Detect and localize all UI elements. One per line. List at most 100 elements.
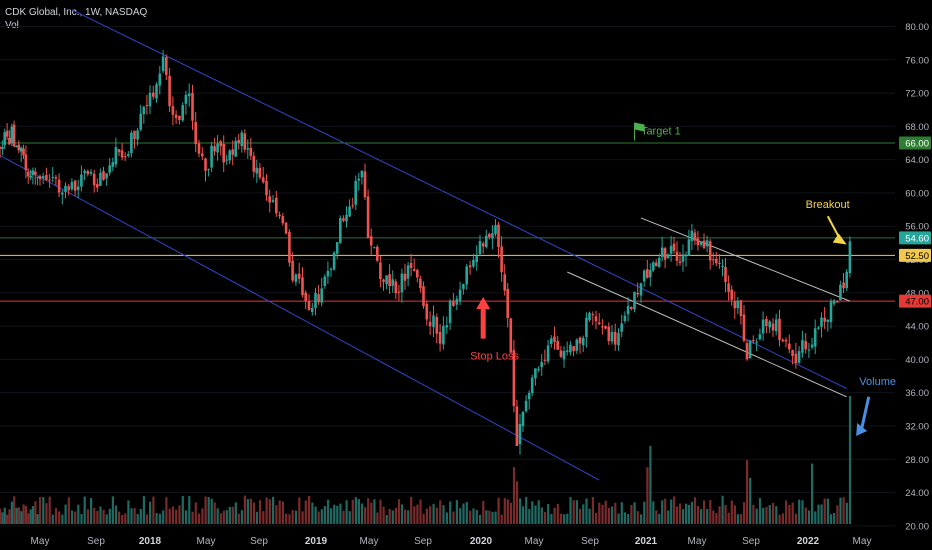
candle bbox=[702, 233, 706, 250]
y-tick-label: 68.00 bbox=[905, 122, 929, 133]
volume-bar bbox=[149, 501, 152, 524]
volume-bar bbox=[503, 498, 506, 524]
candle-body bbox=[465, 266, 468, 285]
candle bbox=[696, 231, 700, 251]
candle-body bbox=[559, 350, 563, 357]
volume-bar bbox=[712, 510, 715, 524]
candle bbox=[210, 141, 213, 172]
candle-body bbox=[320, 288, 323, 303]
volume-bar bbox=[367, 498, 370, 524]
candle-body bbox=[794, 353, 798, 363]
candle bbox=[675, 241, 679, 266]
volume-bar bbox=[566, 513, 569, 524]
volume-bar bbox=[620, 502, 623, 524]
volume-bar bbox=[752, 504, 755, 524]
candle-body bbox=[213, 146, 216, 152]
candle bbox=[216, 135, 219, 161]
candle bbox=[610, 325, 614, 345]
candle bbox=[829, 298, 833, 329]
volume-bar bbox=[762, 507, 765, 524]
volume-bar bbox=[61, 514, 64, 524]
candle-body bbox=[210, 145, 213, 168]
volume-bar bbox=[531, 501, 534, 524]
candle bbox=[397, 284, 401, 301]
candle bbox=[57, 173, 61, 198]
volume-bar bbox=[765, 506, 768, 524]
x-tick-label: May bbox=[31, 536, 50, 547]
volume-bar bbox=[51, 514, 54, 524]
candle-body bbox=[801, 340, 804, 353]
candle-body bbox=[804, 341, 807, 350]
volume-bar bbox=[391, 510, 394, 524]
candle-body bbox=[234, 140, 237, 157]
volume-bar bbox=[400, 504, 404, 524]
candle-body bbox=[394, 281, 398, 294]
x-tick-label: May bbox=[360, 536, 379, 547]
candle-body bbox=[357, 178, 361, 181]
candle-body bbox=[607, 326, 611, 342]
candle-body bbox=[225, 159, 228, 161]
candle bbox=[761, 311, 765, 341]
candle-body bbox=[672, 243, 676, 251]
y-tick-label: 56.00 bbox=[905, 222, 929, 233]
candle-body bbox=[509, 318, 513, 353]
volume-bar bbox=[778, 514, 781, 524]
volume-bar bbox=[67, 497, 70, 524]
volume-bar bbox=[826, 498, 829, 524]
volume-bar bbox=[772, 502, 775, 524]
candle-body bbox=[642, 270, 646, 282]
volume-bar bbox=[20, 511, 23, 524]
candle-body bbox=[281, 216, 285, 224]
volume-bar bbox=[422, 513, 425, 524]
candle bbox=[234, 137, 237, 157]
volume-bar bbox=[54, 508, 58, 524]
volume-bar bbox=[237, 513, 240, 524]
volume-bar bbox=[601, 504, 604, 524]
volume-bar bbox=[452, 511, 455, 524]
candle-body bbox=[462, 284, 465, 289]
volume-bar bbox=[469, 510, 472, 524]
volume-bar bbox=[563, 514, 566, 524]
candle bbox=[807, 342, 811, 358]
candle bbox=[416, 268, 419, 283]
volume-bar bbox=[291, 510, 294, 524]
volume-bar bbox=[133, 508, 136, 524]
candle-body bbox=[406, 265, 410, 279]
volume-bar bbox=[569, 497, 572, 524]
candle bbox=[45, 167, 48, 181]
volume-bar bbox=[636, 511, 639, 524]
volume-bar bbox=[8, 509, 11, 524]
volume-bar bbox=[201, 508, 204, 524]
candle-body bbox=[278, 214, 281, 217]
candle bbox=[765, 316, 768, 334]
candle bbox=[342, 215, 345, 223]
candle bbox=[524, 395, 528, 413]
volume-bars bbox=[0, 396, 852, 524]
volume-bar bbox=[475, 509, 478, 524]
y-tick-label: 60.00 bbox=[905, 188, 929, 199]
x-tick-label: 2020 bbox=[470, 536, 493, 547]
candle-body bbox=[485, 235, 488, 247]
volume-bar bbox=[509, 502, 512, 524]
candle bbox=[636, 282, 639, 298]
candle-body bbox=[810, 344, 814, 348]
volume-bar bbox=[839, 497, 842, 524]
candle-body bbox=[382, 279, 385, 282]
candle-body bbox=[127, 154, 130, 156]
candle bbox=[148, 85, 152, 115]
volume-bar bbox=[807, 510, 811, 524]
candle bbox=[22, 144, 25, 159]
volume-bar bbox=[670, 499, 673, 524]
candle bbox=[591, 311, 595, 326]
candle bbox=[34, 167, 37, 185]
candle-body bbox=[778, 318, 781, 340]
candle bbox=[565, 341, 569, 356]
candle-body bbox=[165, 57, 168, 75]
candle bbox=[527, 390, 531, 410]
candle bbox=[534, 368, 537, 386]
candle-body bbox=[73, 180, 77, 191]
stop-loss-arrow-icon bbox=[476, 296, 491, 339]
candle bbox=[465, 263, 468, 290]
